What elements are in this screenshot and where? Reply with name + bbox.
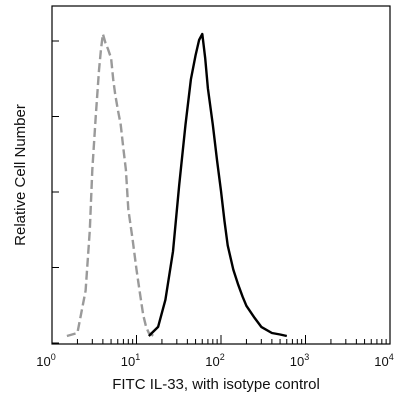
y-axis-label: Relative Cell Number	[12, 104, 29, 246]
x-axis-ticks	[51, 335, 391, 344]
il33-curve	[147, 32, 288, 338]
isotype-control-curve	[66, 32, 155, 338]
x-tick-label: 102	[205, 352, 224, 369]
x-tick-label: 104	[374, 352, 393, 369]
plot-frame	[51, 5, 391, 345]
x-tick-label: 100	[36, 352, 55, 369]
series-layer	[66, 32, 288, 338]
y-axis-ticks	[52, 40, 59, 344]
x-axis-tick-labels: 100 101 102 103 104	[36, 352, 393, 369]
x-tick-label: 101	[121, 352, 140, 369]
x-tick-label: 103	[290, 352, 309, 369]
x-axis-label: FITC IL-33, with isotype control	[112, 376, 320, 393]
